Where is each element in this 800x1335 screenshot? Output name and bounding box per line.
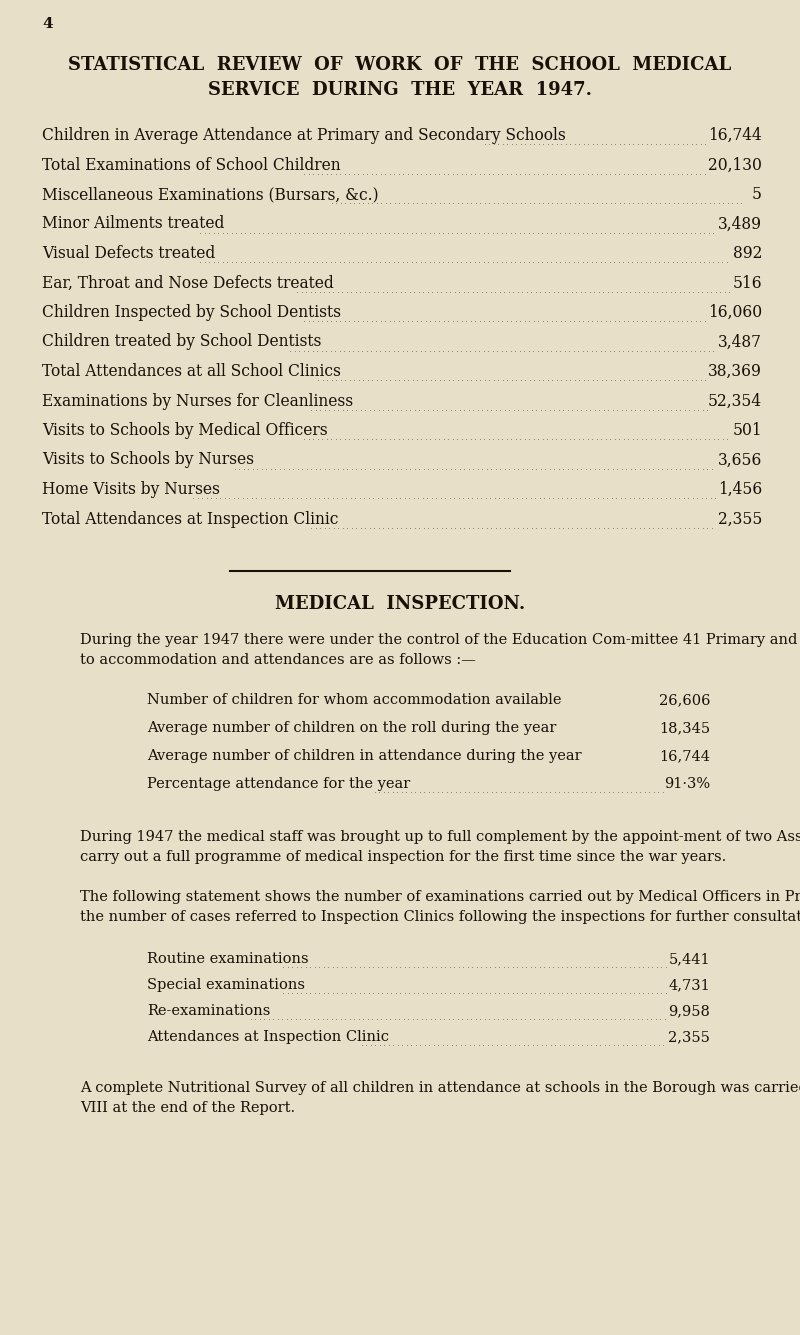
Text: Total Attendances at Inspection Clinic: Total Attendances at Inspection Clinic [42, 510, 338, 527]
Text: 5,441: 5,441 [668, 952, 710, 967]
Text: Children in Average Attendance at Primary and Secondary Schools: Children in Average Attendance at Primar… [42, 127, 566, 144]
Text: the number of cases referred to Inspection Clinics following the inspections for: the number of cases referred to Inspecti… [80, 910, 800, 924]
Text: 892: 892 [733, 246, 762, 262]
Text: carry out a full programme of medical inspection for the first time since the wa: carry out a full programme of medical in… [80, 850, 726, 864]
Text: 26,606: 26,606 [658, 693, 710, 708]
Text: Visual Defects treated: Visual Defects treated [42, 246, 215, 262]
Text: 4,731: 4,731 [668, 979, 710, 992]
Text: 52,354: 52,354 [708, 392, 762, 410]
Text: Examinations by Nurses for Cleanliness: Examinations by Nurses for Cleanliness [42, 392, 353, 410]
Text: Ear, Throat and Nose Defects treated: Ear, Throat and Nose Defects treated [42, 275, 334, 291]
Text: Home Visits by Nurses: Home Visits by Nurses [42, 481, 220, 498]
Text: MEDICAL  INSPECTION.: MEDICAL INSPECTION. [275, 595, 525, 613]
Text: During 1947 the medical staff was brought up to full complement by the appoint­m: During 1947 the medical staff was brough… [80, 830, 800, 844]
Text: During the year 1947 there were under the control of the Education Com­mittee 41: During the year 1947 there were under th… [80, 633, 800, 647]
Text: 16,744: 16,744 [708, 127, 762, 144]
Text: 516: 516 [732, 275, 762, 291]
Text: Special examinations: Special examinations [147, 979, 305, 992]
Text: 91·3%: 91·3% [664, 777, 710, 792]
Text: Visits to Schools by Medical Officers: Visits to Schools by Medical Officers [42, 422, 328, 439]
Text: 9,958: 9,958 [668, 1004, 710, 1019]
Text: Average number of children on the roll during the year: Average number of children on the roll d… [147, 721, 556, 736]
Text: VIII at the end of the Report.: VIII at the end of the Report. [80, 1101, 295, 1115]
Text: 16,744: 16,744 [659, 749, 710, 764]
Text: 3,656: 3,656 [718, 451, 762, 469]
Text: Miscellaneous Examinations (Bursars, &c.): Miscellaneous Examinations (Bursars, &c.… [42, 186, 378, 203]
Text: SERVICE  DURING  THE  YEAR  1947.: SERVICE DURING THE YEAR 1947. [208, 81, 592, 99]
Text: 501: 501 [732, 422, 762, 439]
Text: 1,456: 1,456 [718, 481, 762, 498]
Text: Minor Ailments treated: Minor Ailments treated [42, 215, 224, 232]
Text: Total Examinations of School Children: Total Examinations of School Children [42, 156, 341, 174]
Text: 2,355: 2,355 [668, 1031, 710, 1044]
Text: Children Inspected by School Dentists: Children Inspected by School Dentists [42, 304, 341, 320]
Text: Children treated by School Dentists: Children treated by School Dentists [42, 334, 322, 351]
Text: 2,355: 2,355 [718, 510, 762, 527]
Text: Routine examinations: Routine examinations [147, 952, 309, 967]
Text: The following statement shows the number of examinations carried out by Medical : The following statement shows the number… [80, 890, 800, 904]
Text: Number of children for whom accommodation available: Number of children for whom accommodatio… [147, 693, 562, 708]
Text: 3,487: 3,487 [718, 334, 762, 351]
Text: Average number of children in attendance during the year: Average number of children in attendance… [147, 749, 582, 764]
Text: 16,060: 16,060 [708, 304, 762, 320]
Text: STATISTICAL  REVIEW  OF  WORK  OF  THE  SCHOOL  MEDICAL: STATISTICAL REVIEW OF WORK OF THE SCHOOL… [68, 56, 732, 73]
Text: 4: 4 [42, 17, 53, 31]
Text: Visits to Schools by Nurses: Visits to Schools by Nurses [42, 451, 254, 469]
Text: A complete Nutritional Survey of all children in attendance at schools in the Bo: A complete Nutritional Survey of all chi… [80, 1081, 800, 1095]
Text: Re-examinations: Re-examinations [147, 1004, 270, 1019]
Text: to accommodation and attendances are as follows :—: to accommodation and attendances are as … [80, 653, 476, 668]
Text: Total Attendances at all School Clinics: Total Attendances at all School Clinics [42, 363, 341, 380]
Text: 38,369: 38,369 [708, 363, 762, 380]
Text: 20,130: 20,130 [708, 156, 762, 174]
Text: 3,489: 3,489 [718, 215, 762, 232]
Text: Attendances at Inspection Clinic: Attendances at Inspection Clinic [147, 1031, 389, 1044]
Text: 5: 5 [752, 186, 762, 203]
Text: 18,345: 18,345 [659, 721, 710, 736]
Text: Percentage attendance for the year: Percentage attendance for the year [147, 777, 410, 792]
